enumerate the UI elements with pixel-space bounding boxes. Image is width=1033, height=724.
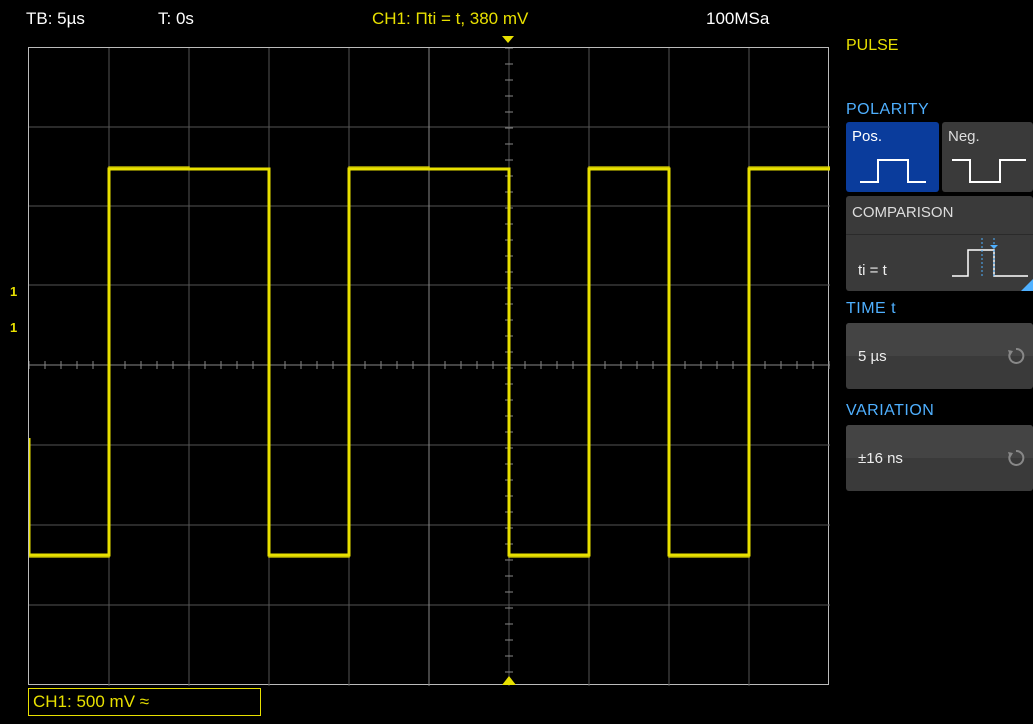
- comparison-selector[interactable]: COMPARISON ti = t: [846, 196, 1033, 291]
- trigger-info-readout[interactable]: CH1: Πti = t, 380 mV: [372, 9, 529, 28]
- waveform-display[interactable]: [28, 47, 830, 686]
- time-value: 5 µs: [858, 348, 887, 365]
- trigger-position-marker-top: [502, 36, 514, 43]
- sample-rate-readout: 100MSa: [706, 9, 770, 28]
- comparison-value: ti = t: [858, 262, 887, 279]
- comparison-header: COMPARISON: [852, 204, 954, 221]
- status-bar: TB: 5µs T: 0s CH1: Πti = t, 380 mV 100MS…: [0, 0, 1033, 34]
- polarity-header: POLARITY: [846, 101, 930, 118]
- polarity-positive-label: Pos.: [852, 128, 883, 145]
- timebase-readout[interactable]: TB: 5µs: [26, 9, 85, 28]
- polarity-positive-button[interactable]: Pos.: [846, 122, 939, 192]
- time-value-field[interactable]: 5 µs: [846, 323, 1033, 389]
- trigger-time-readout[interactable]: T: 0s: [158, 9, 194, 28]
- field-highlight: [846, 425, 1033, 458]
- ch1-ground-marker[interactable]: 1: [10, 320, 18, 335]
- trigger-level-marker[interactable]: 1: [10, 284, 18, 299]
- ch1-scale-label[interactable]: CH1: 500 mV ≈: [28, 688, 261, 716]
- field-highlight: [846, 323, 1033, 356]
- comparison-divider: [846, 234, 1033, 235]
- waveform-grid: [29, 48, 830, 686]
- rotary-knob-icon: [1008, 449, 1025, 466]
- negative-pulse-icon: [952, 159, 1026, 183]
- time-header: TIME t: [846, 300, 897, 317]
- variation-value-field[interactable]: ±16 ns: [846, 425, 1033, 491]
- rotary-knob-icon: [1008, 347, 1025, 364]
- menu-title: PULSE: [846, 37, 899, 54]
- variation-value: ±16 ns: [858, 450, 903, 467]
- ch1-waveform-noise: [29, 166, 830, 558]
- variation-header: VARIATION: [846, 402, 935, 419]
- positive-pulse-icon: [860, 159, 926, 183]
- polarity-negative-label: Neg.: [948, 128, 980, 145]
- trigger-position-marker-bottom: [502, 676, 516, 685]
- pulse-trigger-menu: PULSE POLARITY Pos. Neg. COMPARISON ti =…: [836, 0, 1033, 724]
- submenu-indicator-icon: [1021, 279, 1033, 291]
- polarity-negative-button[interactable]: Neg.: [942, 122, 1033, 192]
- pulse-width-compare-icon: [952, 238, 1028, 277]
